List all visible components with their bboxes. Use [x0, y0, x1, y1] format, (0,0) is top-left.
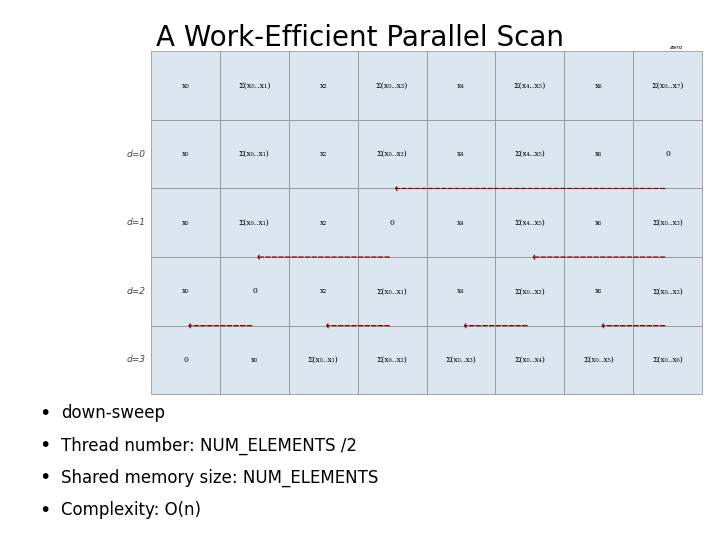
Bar: [564, 51, 633, 120]
Bar: [151, 120, 220, 188]
Text: x₂: x₂: [320, 219, 327, 227]
Text: x₀: x₀: [182, 150, 189, 158]
Bar: [495, 257, 564, 326]
Text: x₆: x₆: [595, 287, 603, 295]
Bar: [220, 120, 289, 188]
Text: x₄: x₄: [457, 82, 465, 90]
Text: x₂: x₂: [320, 150, 327, 158]
Bar: [220, 326, 289, 394]
Text: d=1: d=1: [127, 218, 145, 227]
Text: x₆: x₆: [595, 150, 603, 158]
Text: Σ(x₀..x₃): Σ(x₀..x₃): [376, 82, 408, 90]
Bar: [220, 188, 289, 257]
Text: d=2: d=2: [127, 287, 145, 296]
Bar: [151, 326, 220, 394]
Text: Σ(x₀..x₃): Σ(x₀..x₃): [377, 150, 408, 158]
Bar: [564, 120, 633, 188]
Bar: [426, 120, 495, 188]
Bar: [151, 257, 220, 326]
Bar: [426, 257, 495, 326]
Text: •: •: [40, 501, 51, 520]
Bar: [358, 326, 426, 394]
Bar: [151, 188, 220, 257]
Text: x₆: x₆: [595, 219, 603, 227]
Bar: [495, 188, 564, 257]
Text: x₂: x₂: [320, 82, 327, 90]
Bar: [633, 257, 702, 326]
Text: •: •: [40, 403, 51, 423]
Text: 0: 0: [390, 219, 395, 227]
Bar: [289, 257, 358, 326]
Text: Shared memory size: NUM_ELEMENTS: Shared memory size: NUM_ELEMENTS: [61, 469, 379, 487]
Bar: [220, 51, 289, 120]
Text: Σ(x₀..x₁): Σ(x₀..x₁): [377, 287, 408, 295]
Text: Thread number: NUM_ELEMENTS /2: Thread number: NUM_ELEMENTS /2: [61, 436, 357, 455]
Bar: [564, 257, 633, 326]
Text: x₄: x₄: [457, 287, 464, 295]
Bar: [358, 51, 426, 120]
Bar: [426, 51, 495, 120]
Text: x₆: x₆: [595, 82, 603, 90]
Text: x₀: x₀: [181, 82, 189, 90]
Text: Σ(x₀..x₁): Σ(x₀..x₁): [238, 82, 271, 90]
Text: Σ(x₀..x₃): Σ(x₀..x₃): [446, 356, 477, 364]
Text: 0: 0: [183, 356, 188, 364]
Text: x₀: x₀: [182, 219, 189, 227]
Bar: [358, 120, 426, 188]
Text: x₄: x₄: [457, 150, 464, 158]
Text: x₀: x₀: [182, 287, 189, 295]
Bar: [289, 326, 358, 394]
Bar: [220, 257, 289, 326]
Text: d=0: d=0: [127, 150, 145, 159]
Bar: [564, 326, 633, 394]
Text: x₀: x₀: [251, 356, 258, 364]
Bar: [633, 188, 702, 257]
Text: Σ(x₀..x₆): Σ(x₀..x₆): [652, 356, 683, 364]
Text: Σ(x₀..x₂): Σ(x₀..x₂): [377, 356, 408, 364]
Bar: [633, 51, 702, 120]
Text: Σ(x₄..x₅): Σ(x₄..x₅): [515, 219, 545, 227]
Text: d=3: d=3: [127, 355, 145, 364]
Text: 0: 0: [665, 150, 670, 158]
Text: •: •: [40, 468, 51, 488]
Text: Σ(x₀..x₃): Σ(x₀..x₃): [652, 219, 683, 227]
Bar: [495, 51, 564, 120]
Bar: [495, 120, 564, 188]
Text: Σ(x₀..x₁): Σ(x₀..x₁): [308, 356, 338, 364]
Text: Σ(x₄..x₅): Σ(x₄..x₅): [515, 150, 545, 158]
Text: zero: zero: [670, 45, 683, 50]
Bar: [495, 326, 564, 394]
Text: Σ(x₀..x₅): Σ(x₀..x₅): [583, 356, 614, 364]
Text: x₂: x₂: [320, 287, 327, 295]
Bar: [426, 188, 495, 257]
Text: Complexity: O(n): Complexity: O(n): [61, 501, 201, 519]
Text: Σ(x₀..x₇): Σ(x₀..x₇): [652, 82, 684, 90]
Bar: [358, 257, 426, 326]
Text: 0: 0: [252, 287, 257, 295]
Text: Σ(x₀..x₄): Σ(x₀..x₄): [514, 356, 545, 364]
Bar: [633, 326, 702, 394]
Text: Σ(x₄..x₅): Σ(x₄..x₅): [513, 82, 546, 90]
Bar: [358, 188, 426, 257]
Text: down-sweep: down-sweep: [61, 404, 165, 422]
Text: Σ(x₀..x₃): Σ(x₀..x₃): [652, 287, 683, 295]
Text: Σ(x₀..x₂): Σ(x₀..x₂): [515, 287, 545, 295]
Bar: [289, 188, 358, 257]
Text: Σ(x₀..x₁): Σ(x₀..x₁): [239, 219, 270, 227]
Text: A Work-Efficient Parallel Scan: A Work-Efficient Parallel Scan: [156, 24, 564, 52]
Text: •: •: [40, 436, 51, 455]
Bar: [151, 51, 220, 120]
Bar: [564, 188, 633, 257]
Bar: [289, 51, 358, 120]
Bar: [426, 326, 495, 394]
Bar: [289, 120, 358, 188]
Text: x₄: x₄: [457, 219, 464, 227]
Text: Σ(x₀..x₁): Σ(x₀..x₁): [239, 150, 270, 158]
Bar: [633, 120, 702, 188]
